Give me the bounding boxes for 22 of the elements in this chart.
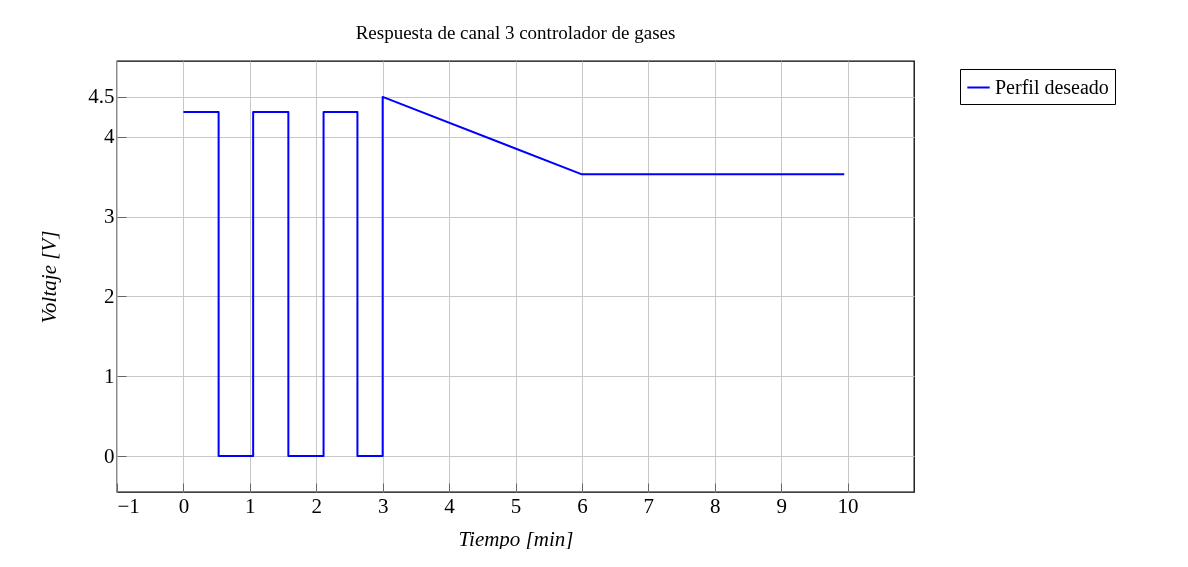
x-tick-label: 5	[510, 493, 522, 518]
y-tick-label: 0	[104, 443, 115, 468]
x-tick-label: −1	[117, 493, 140, 518]
y-axis-title: Voltaje [V]	[37, 230, 62, 324]
y-tick-label: 4.5	[88, 84, 115, 109]
chart-title: Respuesta de canal 3 controlador de gases	[355, 22, 676, 43]
x-tick-label: 2	[311, 493, 322, 518]
x-tick-label: 9	[776, 493, 787, 518]
y-tick-label: 4	[104, 124, 115, 149]
x-tick-label: 3	[377, 493, 389, 518]
y-tick-label: 2	[104, 283, 115, 308]
x-tick-label: 10	[837, 493, 859, 518]
x-tick-label: 6	[577, 493, 588, 518]
x-tick-label: 4	[444, 493, 456, 518]
line-series	[182, 95, 846, 458]
x-tick-label: 7	[643, 493, 655, 518]
y-tick-label: 1	[104, 363, 115, 388]
x-tick-label: 0	[178, 493, 190, 518]
legend-label: Perfil deseado	[995, 75, 1109, 98]
x-tick-label: 1	[245, 493, 256, 518]
x-tick-label: 8	[710, 493, 721, 518]
y-tick-label: 3	[104, 204, 115, 229]
